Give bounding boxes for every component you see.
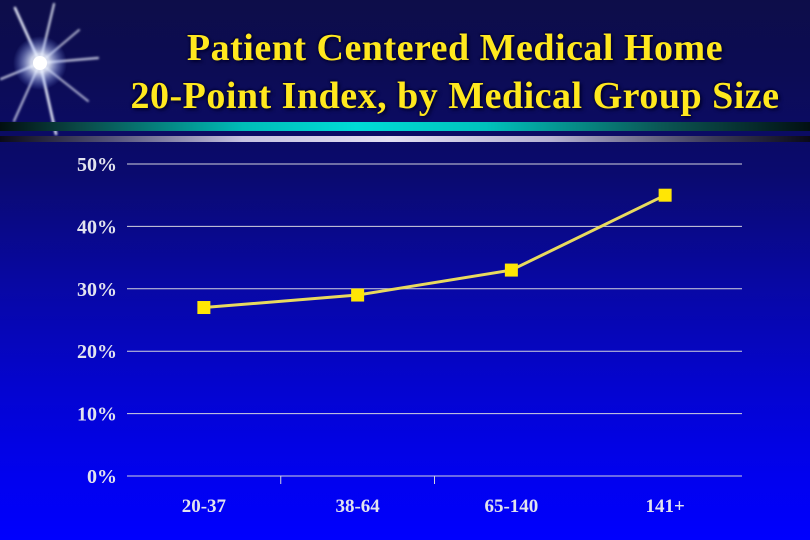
y-tick-label: 30% <box>77 279 117 301</box>
slide-title: Patient Centered Medical Home 20-Point I… <box>104 24 806 120</box>
y-tick-label: 20% <box>77 341 117 363</box>
title-line-2: 20-Point Index, by Medical Group Size <box>130 75 780 117</box>
y-tick-label: 50% <box>77 154 117 176</box>
divider-bar-teal <box>0 122 810 131</box>
title-line-1: Patient Centered Medical Home <box>186 27 724 69</box>
y-tick-label: 0% <box>87 466 117 488</box>
x-category-label: 38-64 <box>335 496 380 517</box>
data-point-marker <box>197 301 211 315</box>
y-tick-label: 10% <box>77 404 117 426</box>
data-point-marker <box>504 263 518 277</box>
x-category-label: 65-140 <box>484 496 538 517</box>
data-point-marker <box>658 188 672 202</box>
divider-bar-purple <box>0 136 810 142</box>
x-category-label: 141+ <box>645 496 684 517</box>
series-line <box>203 193 666 310</box>
starburst-icon <box>0 2 100 136</box>
data-point-marker <box>351 288 365 302</box>
y-tick-label: 40% <box>77 216 117 238</box>
x-category-label: 20-37 <box>182 496 227 517</box>
